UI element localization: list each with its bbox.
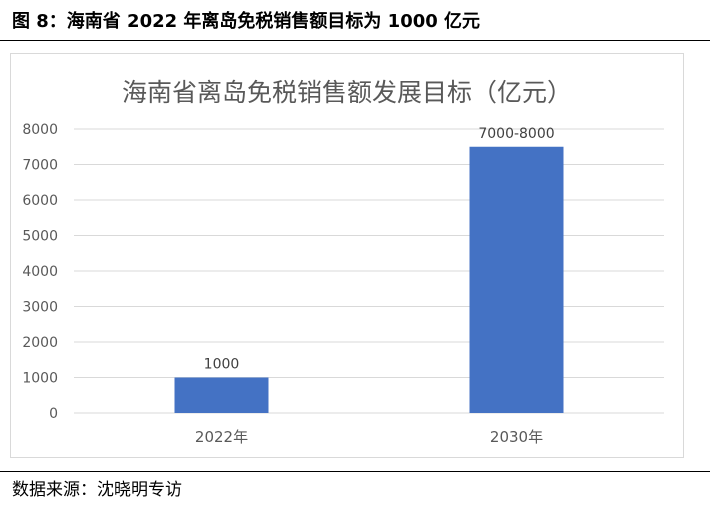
data-label: 7000-8000: [478, 126, 554, 142]
bottom-rule: [0, 471, 710, 472]
x-tick-label: 2022年: [195, 428, 248, 446]
y-tick-label: 4000: [22, 264, 58, 280]
y-tick-label: 1000: [22, 371, 58, 387]
grid-lines: [74, 128, 664, 414]
y-tick-label: 2000: [22, 335, 58, 351]
data-labels: 1000 7000-8000: [204, 126, 555, 373]
y-tick-label: 8000: [22, 122, 58, 138]
x-axis-ticks: 2022年 2030年: [195, 428, 543, 446]
y-tick-label: 6000: [22, 193, 58, 209]
y-tick-label: 7000: [22, 158, 58, 174]
y-tick-label: 0: [49, 406, 58, 422]
y-tick-label: 5000: [22, 229, 58, 245]
data-label: 1000: [204, 357, 240, 373]
bar: [174, 377, 269, 413]
y-tick-label: 3000: [22, 300, 58, 316]
figure-title: 图 8：海南省 2022 年离岛免税销售额目标为 1000 亿元: [12, 11, 481, 32]
x-tick-label: 2030年: [490, 428, 543, 446]
source-note: 数据来源：沈晓明专访: [12, 480, 182, 500]
bars: [174, 146, 564, 413]
chart-title: 海南省离岛免税销售额发展目标（亿元）: [121, 78, 572, 107]
bar: [469, 146, 564, 413]
y-axis-ticks: 0 1000 2000 3000 4000 5000 6000 7000 8000: [22, 122, 58, 422]
chart-frame: [10, 53, 684, 458]
top-rule: [0, 40, 710, 41]
